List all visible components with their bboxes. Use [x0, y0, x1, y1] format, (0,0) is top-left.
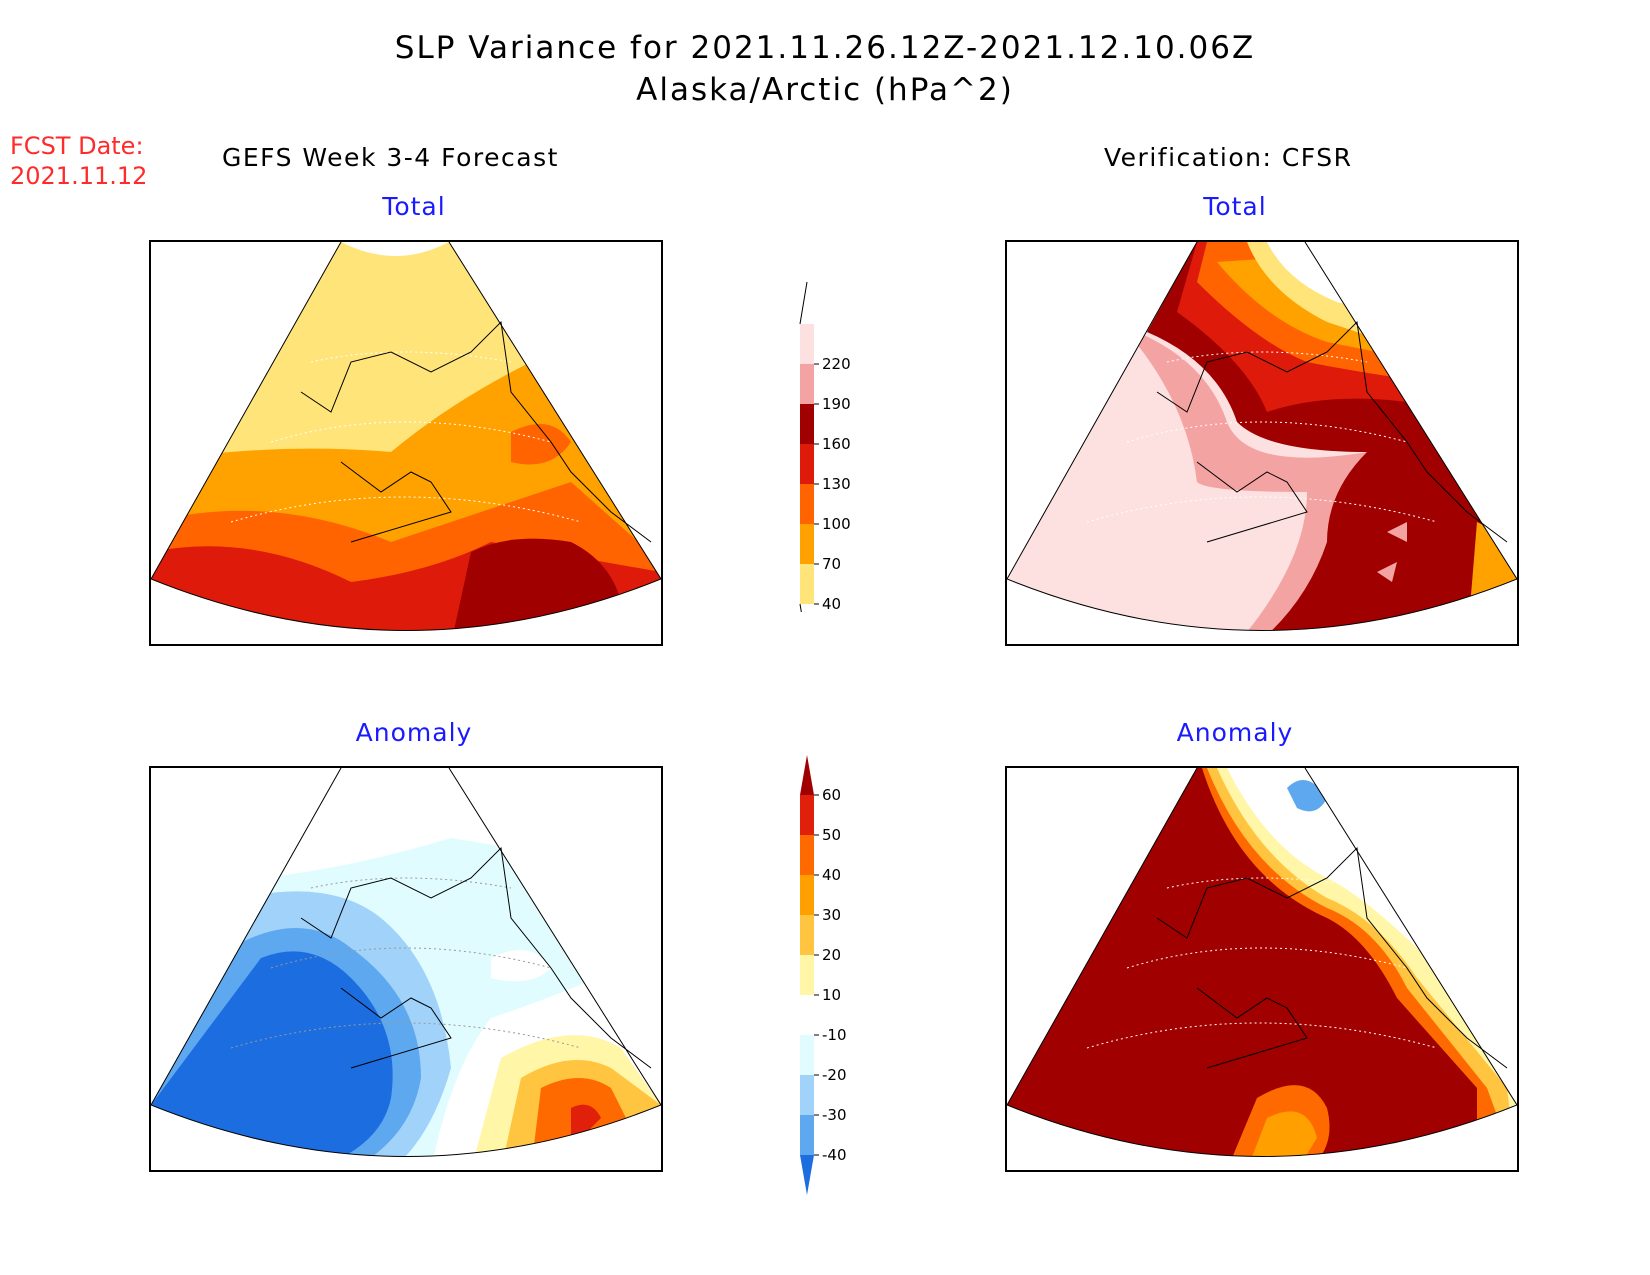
main-subtitle: Alaska/Arctic (hPa^2) [636, 72, 1014, 108]
colorbar-swatch [800, 324, 814, 364]
colorbar-swatch [800, 404, 814, 444]
colorbar-swatch [800, 444, 814, 484]
forecast-total-title: Total [382, 192, 446, 221]
colorbar-label: -10 [822, 1026, 847, 1044]
colorbar-top-triangle [800, 755, 814, 795]
colorbar-label: 60 [822, 786, 841, 804]
colorbar-label: 50 [822, 826, 841, 844]
forecast-anomaly-title: Anomaly [355, 718, 473, 747]
colorbar-bottom-end [799, 603, 808, 647]
total-colorbar: 220 190 160 130 100 70 40 [790, 281, 870, 647]
colorbar-swatch [800, 875, 814, 915]
forecast-total-map [149, 240, 663, 646]
colorbar-swatch [800, 995, 814, 1035]
verification-anomaly-map [1005, 766, 1519, 1172]
colorbar-label: 100 [822, 515, 851, 533]
verification-total-map [1005, 240, 1519, 646]
colorbar-label: -30 [822, 1106, 847, 1124]
colorbar-label: 70 [822, 555, 841, 573]
colorbar-label: 130 [822, 475, 851, 493]
colorbar-swatch [800, 955, 814, 995]
colorbar-label: 220 [822, 355, 851, 373]
colorbar-label: -40 [822, 1146, 847, 1164]
colorbar-label: 10 [822, 986, 841, 1004]
main-title: SLP Variance for 2021.11.26.12Z-2021.12.… [394, 30, 1256, 66]
colorbar-top-end [799, 281, 808, 325]
colorbar-swatch [800, 835, 814, 875]
colorbar-label: 190 [822, 395, 851, 413]
colorbar-swatch [800, 1075, 814, 1115]
colorbar-label: -20 [822, 1066, 847, 1084]
colorbar-swatch [800, 1035, 814, 1075]
fcst-date-value: 2021.11.12 [10, 162, 148, 190]
colorbar-swatch [800, 1115, 814, 1155]
verification-column-header: Verification: CFSR [1104, 143, 1353, 172]
fcst-date-label: FCST Date: [10, 132, 144, 160]
colorbar-swatch [800, 564, 814, 604]
forecast-column-header: GEFS Week 3-4 Forecast [222, 143, 559, 172]
colorbar-label: 20 [822, 946, 841, 964]
anomaly-colorbar: 60 50 40 30 20 10 -10 -20 -30 -40 [790, 755, 870, 1209]
colorbar-label: 40 [822, 866, 841, 884]
colorbar-label: 40 [822, 595, 841, 612]
verification-total-title: Total [1203, 192, 1267, 221]
colorbar-swatch [800, 364, 814, 404]
colorbar-swatch [800, 524, 814, 564]
colorbar-swatch [800, 915, 814, 955]
forecast-anomaly-map [149, 766, 663, 1172]
verification-anomaly-title: Anomaly [1176, 718, 1294, 747]
colorbar-label: 30 [822, 906, 841, 924]
colorbar-swatch [800, 484, 814, 524]
colorbar-bottom-triangle [800, 1155, 814, 1195]
colorbar-label: 160 [822, 435, 851, 453]
colorbar-swatch [800, 795, 814, 835]
